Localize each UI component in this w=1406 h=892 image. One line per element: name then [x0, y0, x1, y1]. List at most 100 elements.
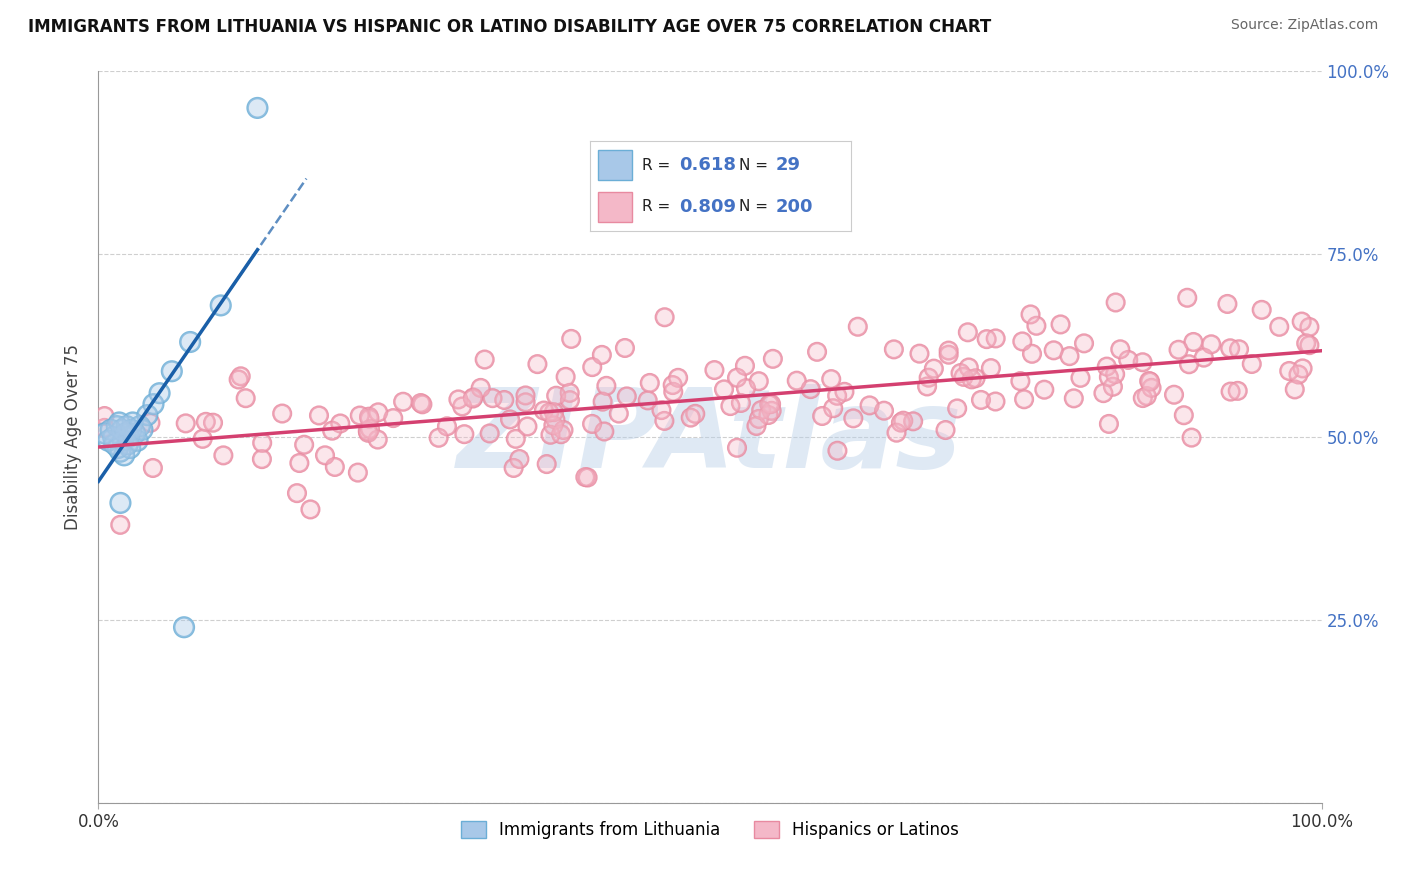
Point: [229, 369, 252, 384]
Point: [1137, 374, 1160, 388]
Point: [142, 397, 165, 411]
Point: [321, 424, 343, 438]
Point: [499, 412, 522, 426]
Point: [965, 371, 987, 385]
Point: [616, 389, 638, 403]
Point: [543, 405, 565, 419]
Point: [735, 381, 758, 395]
Point: [725, 370, 748, 384]
Text: 0.618: 0.618: [679, 156, 735, 175]
Point: [758, 408, 780, 422]
Text: R =: R =: [643, 199, 675, 214]
Point: [883, 343, 905, 357]
Point: [591, 348, 613, 362]
Point: [713, 383, 735, 397]
Point: [1167, 343, 1189, 357]
Point: [212, 449, 235, 463]
Point: [173, 620, 195, 634]
Point: [934, 423, 956, 437]
Point: [938, 348, 960, 362]
Point: [246, 101, 269, 115]
Point: [650, 403, 672, 417]
Point: [436, 419, 458, 434]
Point: [1098, 417, 1121, 431]
Point: [908, 346, 931, 360]
Point: [749, 403, 772, 417]
Point: [436, 419, 458, 434]
Point: [1192, 351, 1215, 365]
Point: [299, 502, 322, 516]
Point: [1226, 384, 1249, 398]
Point: [1178, 357, 1201, 371]
Point: [124, 426, 146, 441]
Point: [922, 361, 945, 376]
Point: [960, 372, 983, 386]
Point: [546, 389, 568, 403]
Point: [984, 331, 1007, 345]
Point: [540, 427, 562, 442]
Point: [970, 392, 993, 407]
Point: [100, 423, 122, 437]
Point: [191, 432, 214, 446]
Point: [516, 419, 538, 434]
Point: [956, 326, 979, 340]
Point: [1178, 357, 1201, 371]
Point: [758, 408, 780, 422]
Point: [494, 392, 516, 407]
Point: [103, 437, 125, 451]
Point: [209, 298, 232, 312]
Point: [1102, 380, 1125, 394]
Point: [806, 344, 828, 359]
Point: [105, 419, 128, 434]
Point: [347, 466, 370, 480]
Point: [111, 423, 134, 437]
Point: [949, 366, 972, 380]
Point: [367, 433, 389, 447]
Point: [1192, 351, 1215, 365]
Point: [1132, 391, 1154, 405]
Point: [786, 374, 808, 388]
Point: [502, 461, 524, 475]
Point: [581, 417, 603, 431]
Point: [1011, 334, 1033, 349]
Point: [890, 416, 912, 430]
Point: [984, 394, 1007, 409]
Point: [550, 427, 572, 442]
Point: [984, 394, 1007, 409]
Point: [593, 425, 616, 439]
Point: [174, 417, 197, 431]
Point: [886, 425, 908, 440]
Point: [474, 352, 496, 367]
Point: [1063, 392, 1085, 406]
Point: [160, 364, 183, 378]
Point: [761, 404, 783, 418]
Point: [494, 392, 516, 407]
Point: [811, 409, 834, 423]
Point: [118, 430, 141, 444]
Point: [1219, 384, 1241, 399]
Point: [1298, 320, 1320, 334]
Point: [392, 394, 415, 409]
Point: [409, 396, 432, 410]
Point: [842, 411, 865, 425]
Point: [194, 415, 217, 429]
Point: [453, 427, 475, 442]
Point: [149, 386, 172, 401]
Point: [111, 434, 134, 448]
Point: [1019, 308, 1042, 322]
Point: [1098, 370, 1121, 384]
Point: [357, 409, 380, 424]
Point: [349, 409, 371, 423]
Point: [120, 441, 142, 455]
Point: [121, 416, 143, 430]
Point: [934, 423, 956, 437]
Point: [1163, 388, 1185, 402]
Point: [470, 381, 492, 395]
Point: [661, 378, 683, 392]
Point: [453, 427, 475, 442]
Point: [683, 407, 706, 421]
Point: [463, 391, 485, 405]
Point: [759, 397, 782, 411]
Point: [129, 419, 152, 434]
Point: [250, 452, 273, 467]
